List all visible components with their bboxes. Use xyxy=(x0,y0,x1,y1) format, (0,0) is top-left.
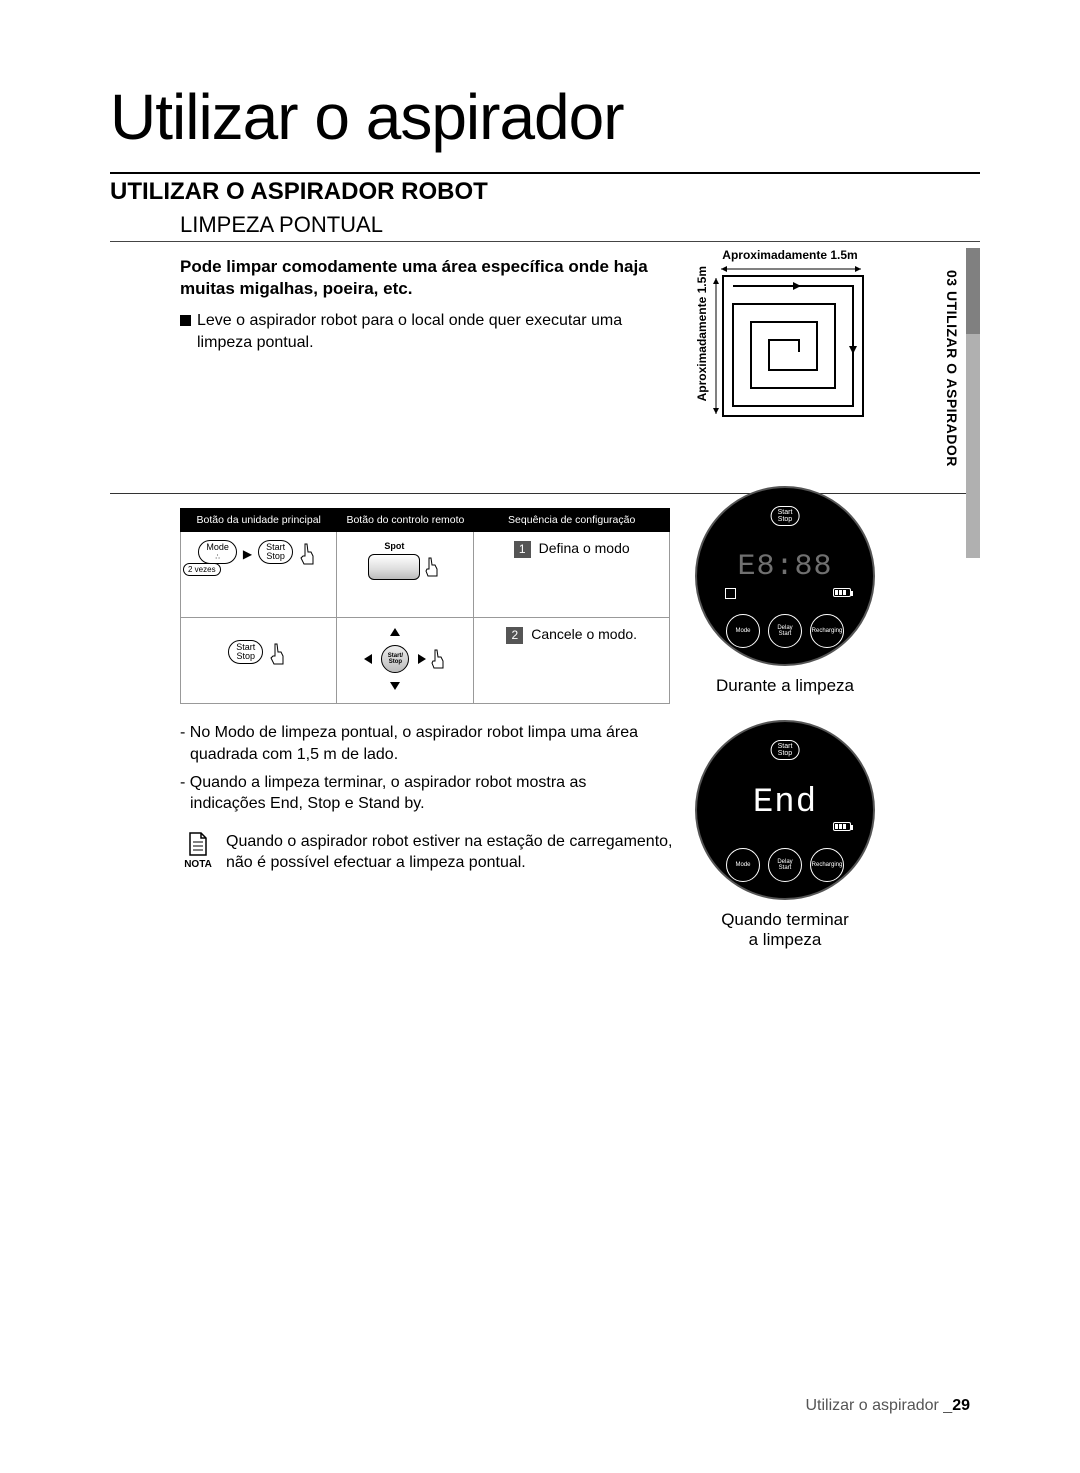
start-stop-button-icon: Start Stop xyxy=(258,540,293,564)
section-heading: UTILIZAR O ASPIRADOR ROBOT xyxy=(110,172,980,206)
table-header-remote: Botão do controlo remoto xyxy=(337,509,474,532)
table-row: Mode ∴ ▶ Start Stop 2 vezes xyxy=(181,532,670,618)
page-title: Utilizar o aspirador xyxy=(110,80,980,154)
page-footer: Utilizar o aspirador _29 xyxy=(805,1397,970,1415)
bullet-text: Leve o aspirador robot para o local onde… xyxy=(197,310,670,353)
nota-text: Quando o aspirador robot estiver na esta… xyxy=(226,831,690,874)
intro-bold-text: Pode limpar comodamente uma área específ… xyxy=(110,256,670,300)
spiral-left-label: Aproximadamente 1.5m xyxy=(695,266,709,409)
display-recharge-button: Recharging xyxy=(810,848,844,882)
table-header-unit: Botão da unidade principal xyxy=(181,509,337,532)
step-text: Cancele o modo. xyxy=(531,626,637,642)
robot-display-end: StartStop End Mode Delay Start Rechargin… xyxy=(695,720,875,900)
display-delay-button: Delay Start xyxy=(768,614,802,648)
two-vezes-label: 2 vezes xyxy=(183,563,221,576)
spiral-top-label: Aproximadamente 1.5m xyxy=(695,248,885,262)
display-start-stop-label: StartStop xyxy=(771,740,800,760)
note-item: - No Modo de limpeza pontual, o aspirado… xyxy=(180,722,660,765)
hand-icon xyxy=(424,556,442,580)
step-text: Defina o modo xyxy=(539,540,630,556)
spiral-diagram: Aproximadamente 1.5m Aproximadamente 1.5… xyxy=(695,248,885,427)
note-item: - Quando a limpeza terminar, o aspirador… xyxy=(180,772,660,815)
hand-icon xyxy=(269,642,289,668)
display-mode-indicator-icon xyxy=(725,588,736,599)
battery-icon xyxy=(833,588,851,597)
mode-button-icon: Mode ∴ xyxy=(198,540,237,564)
display-delay-button: Delay Start xyxy=(768,848,802,882)
dpad-icon: Start/Stop xyxy=(362,626,428,692)
table-header-sequence: Sequência de configuração xyxy=(474,509,670,532)
spot-button-icon: Spot xyxy=(368,554,420,580)
display-caption: Durante a limpeza xyxy=(685,676,885,696)
display-center-text: End xyxy=(697,784,873,822)
unit-buttons-cell: Start Stop xyxy=(187,626,330,668)
hand-icon xyxy=(299,542,319,568)
display-mode-button: Mode xyxy=(726,614,760,648)
note-page-icon xyxy=(187,831,209,857)
step-number: 1 xyxy=(514,541,531,558)
display-recharge-button: Recharging xyxy=(810,614,844,648)
start-stop-button-icon: Start Stop xyxy=(228,640,263,664)
subsection-heading: LIMPEZA PONTUAL xyxy=(110,212,980,242)
section-tab-label: 03 UTILIZAR O ASPIRADOR xyxy=(944,270,960,467)
config-table: Botão da unidade principal Botão do cont… xyxy=(180,508,670,704)
robot-display-during: StartStop E8:88 Mode Delay Start Recharg… xyxy=(695,486,875,666)
hand-icon xyxy=(430,648,448,672)
notes-list: - No Modo de limpeza pontual, o aspirado… xyxy=(180,722,660,814)
bullet-square-icon xyxy=(180,315,191,326)
display-start-stop-label: StartStop xyxy=(771,506,800,526)
nota-label: NOTA xyxy=(180,859,216,870)
play-icon: ▶ xyxy=(243,547,252,561)
nota-block: NOTA Quando o aspirador robot estiver na… xyxy=(180,831,690,874)
spiral-svg xyxy=(713,266,869,422)
battery-icon xyxy=(833,822,851,831)
display-caption: Quando terminara limpeza xyxy=(685,910,885,950)
section-tab-bar xyxy=(966,248,980,558)
bullet-item: Leve o aspirador robot para o local onde… xyxy=(110,310,670,353)
unit-buttons-cell: Mode ∴ ▶ Start Stop 2 vezes xyxy=(187,540,330,568)
table-row: Start Stop xyxy=(181,618,670,704)
step-number: 2 xyxy=(506,627,523,644)
display-mode-button: Mode xyxy=(726,848,760,882)
display-center-text: E8:88 xyxy=(697,550,873,584)
